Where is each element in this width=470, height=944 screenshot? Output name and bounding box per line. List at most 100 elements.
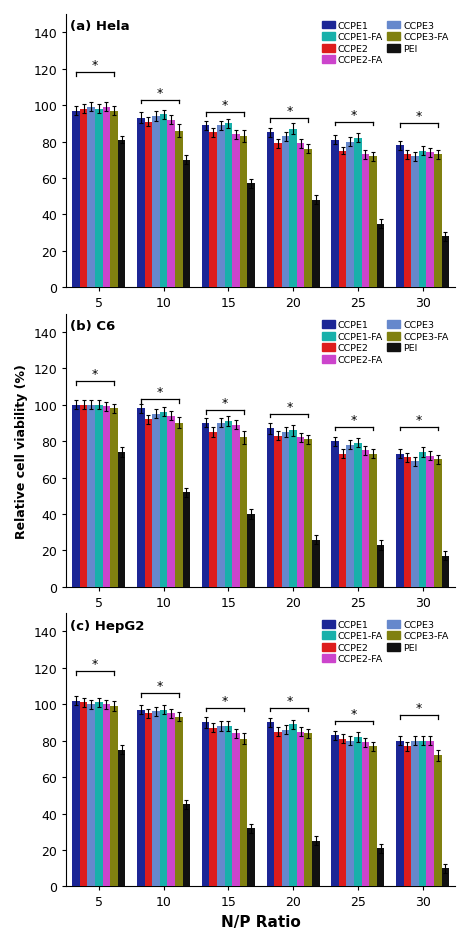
Text: (c) HepG2: (c) HepG2 xyxy=(70,619,145,632)
Bar xyxy=(396,146,404,288)
Bar xyxy=(87,405,95,587)
Bar xyxy=(266,429,274,587)
Bar xyxy=(118,141,125,288)
Bar xyxy=(305,440,312,587)
Bar xyxy=(210,133,217,288)
Bar xyxy=(346,143,354,288)
Bar xyxy=(152,117,160,288)
Bar xyxy=(266,133,274,288)
Bar xyxy=(202,424,210,587)
Bar xyxy=(426,153,434,288)
Bar xyxy=(442,237,449,288)
Y-axis label: Relative cell viability (%): Relative cell viability (%) xyxy=(15,363,28,538)
Bar xyxy=(282,432,290,587)
Bar xyxy=(290,129,297,288)
Bar xyxy=(434,755,442,886)
Bar xyxy=(247,828,255,886)
Bar xyxy=(202,723,210,886)
Bar xyxy=(434,155,442,288)
Bar xyxy=(297,144,305,288)
Bar xyxy=(110,111,118,288)
Bar xyxy=(217,726,225,886)
Bar xyxy=(225,125,232,288)
Bar xyxy=(377,225,384,288)
Bar xyxy=(290,724,297,886)
Bar xyxy=(297,732,305,886)
Bar xyxy=(354,444,361,587)
Bar xyxy=(110,706,118,886)
Text: *: * xyxy=(157,87,163,100)
Text: *: * xyxy=(351,109,357,122)
Bar xyxy=(167,121,175,288)
Bar xyxy=(404,747,411,886)
Bar xyxy=(152,414,160,587)
Bar xyxy=(247,184,255,288)
Bar xyxy=(95,405,102,587)
Bar xyxy=(426,741,434,886)
Bar xyxy=(160,710,167,886)
Bar xyxy=(282,730,290,886)
Bar xyxy=(232,135,240,288)
Bar xyxy=(354,737,361,886)
Bar xyxy=(137,710,145,886)
Bar xyxy=(305,733,312,886)
Text: (b) C6: (b) C6 xyxy=(70,320,116,332)
Bar xyxy=(411,741,419,886)
Bar xyxy=(80,405,87,587)
Bar xyxy=(361,450,369,587)
Bar xyxy=(266,723,274,886)
Bar xyxy=(232,425,240,587)
Bar xyxy=(217,126,225,288)
Bar xyxy=(175,424,182,587)
Bar xyxy=(210,432,217,587)
Bar xyxy=(102,407,110,587)
Bar xyxy=(167,416,175,587)
Bar xyxy=(102,108,110,288)
Bar xyxy=(377,849,384,886)
Bar xyxy=(404,458,411,587)
Bar xyxy=(110,409,118,587)
Bar xyxy=(240,438,247,587)
Text: *: * xyxy=(221,99,227,112)
Text: *: * xyxy=(415,701,422,715)
Bar xyxy=(434,460,442,587)
Bar xyxy=(369,454,377,587)
Legend: CCPE1, CCPE1-FA, CCPE2, CCPE2-FA, CCPE3, CCPE3-FA, PEI: CCPE1, CCPE1-FA, CCPE2, CCPE2-FA, CCPE3,… xyxy=(320,20,450,67)
Text: *: * xyxy=(415,413,422,426)
Bar xyxy=(274,436,282,587)
Text: *: * xyxy=(286,400,292,413)
Bar xyxy=(240,739,247,886)
Bar xyxy=(95,110,102,288)
Bar xyxy=(442,868,449,886)
Text: *: * xyxy=(157,680,163,693)
Bar xyxy=(282,137,290,288)
Bar xyxy=(312,201,320,288)
Bar xyxy=(175,131,182,288)
Bar xyxy=(404,155,411,288)
Bar xyxy=(290,430,297,587)
Bar xyxy=(419,151,426,288)
Bar xyxy=(419,741,426,886)
Bar xyxy=(182,804,190,886)
Bar xyxy=(72,405,80,587)
Bar xyxy=(240,137,247,288)
Bar xyxy=(95,702,102,886)
Bar xyxy=(182,493,190,587)
Bar xyxy=(247,514,255,587)
Bar xyxy=(339,454,346,587)
Bar xyxy=(339,739,346,886)
Bar xyxy=(202,126,210,288)
Bar xyxy=(175,717,182,886)
Bar xyxy=(72,700,80,886)
Bar xyxy=(426,456,434,587)
Text: (a) Hela: (a) Hela xyxy=(70,21,130,33)
Bar xyxy=(354,139,361,288)
Bar xyxy=(297,438,305,587)
Text: *: * xyxy=(286,694,292,707)
Bar xyxy=(377,546,384,587)
Bar xyxy=(274,732,282,886)
Bar xyxy=(137,409,145,587)
Bar xyxy=(369,747,377,886)
Text: *: * xyxy=(92,59,98,73)
Bar xyxy=(137,119,145,288)
